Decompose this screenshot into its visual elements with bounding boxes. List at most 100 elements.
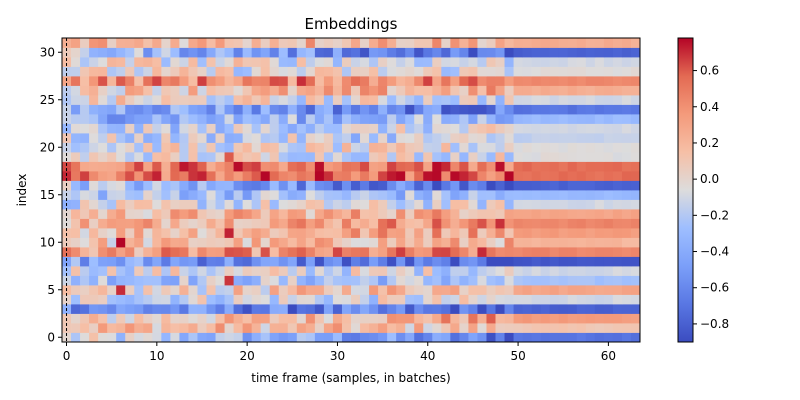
heatmap-cell (396, 133, 406, 143)
heatmap-cell (116, 161, 126, 172)
heatmap-cell (495, 313, 505, 324)
heatmap-cell (305, 152, 316, 162)
heatmap-cell (387, 199, 397, 210)
heatmap-cell (585, 152, 596, 162)
heatmap-cell (125, 323, 135, 333)
heatmap-cell (360, 161, 370, 172)
heatmap-cell (269, 152, 280, 162)
heatmap-cell (486, 332, 496, 343)
heatmap-cell (71, 38, 81, 48)
heatmap-cell (441, 180, 451, 191)
heatmap-cell (387, 76, 397, 86)
heatmap-cell (206, 104, 216, 115)
heatmap-cell (567, 104, 578, 115)
heatmap-cell (107, 142, 117, 153)
heatmap-cell (242, 199, 253, 210)
heatmap-cell (585, 133, 596, 143)
heatmap-cell (305, 256, 316, 267)
heatmap-cell (206, 180, 216, 191)
heatmap-cell (116, 247, 126, 257)
heatmap-cell (251, 152, 262, 162)
heatmap-cell (621, 247, 632, 257)
heatmap-cell (621, 190, 632, 200)
heatmap-cell (179, 161, 189, 172)
heatmap-cell (549, 142, 560, 153)
heatmap-cell (161, 228, 171, 238)
heatmap-cell (405, 256, 415, 267)
heatmap-cell (369, 313, 379, 324)
heatmap-cell (369, 237, 379, 248)
heatmap-cell (296, 285, 307, 295)
heatmap-cell (576, 199, 587, 210)
heatmap-cell (296, 152, 307, 162)
heatmap-cell (287, 95, 298, 105)
heatmap-cell (332, 228, 343, 238)
heatmap-cell (513, 180, 523, 191)
heatmap-cell (134, 199, 144, 210)
heatmap-cell (161, 199, 171, 210)
heatmap-cell (369, 190, 379, 200)
heatmap-cell (242, 180, 253, 191)
heatmap-cell (414, 161, 424, 172)
heatmap-cell (351, 47, 361, 58)
heatmap-cell (612, 332, 623, 343)
heatmap-cell (170, 266, 180, 276)
heatmap-cell (125, 95, 135, 105)
heatmap-cell (567, 57, 578, 67)
heatmap-cell (125, 247, 135, 257)
heatmap-cell (251, 256, 262, 267)
heatmap-cell (558, 85, 569, 96)
heatmap-cell (549, 76, 560, 86)
heatmap-cell (170, 228, 180, 238)
heatmap-cell (152, 228, 162, 238)
heatmap-cell (125, 313, 135, 324)
heatmap-cell (161, 57, 171, 67)
heatmap-cell (558, 57, 569, 67)
heatmap-cell (486, 275, 496, 286)
heatmap-cell (98, 199, 108, 210)
heatmap-cell (206, 323, 216, 333)
heatmap-cell (351, 332, 361, 343)
heatmap-cell (495, 47, 505, 58)
heatmap-cell (251, 142, 262, 153)
heatmap-cell (612, 266, 623, 276)
heatmap-cell (459, 161, 469, 172)
heatmap-cell (621, 161, 632, 172)
heatmap-cell (215, 66, 225, 77)
heatmap-cell (630, 237, 641, 248)
heatmap-cell (242, 57, 253, 67)
heatmap-cell (143, 142, 153, 153)
heatmap-cell (125, 104, 135, 115)
heatmap-cell (612, 190, 623, 200)
heatmap-cell (432, 247, 442, 257)
heatmap-cell (486, 66, 496, 77)
heatmap-cell (531, 161, 542, 172)
heatmap-cell (540, 209, 551, 219)
heatmap-cell (80, 218, 90, 229)
heatmap-cell (323, 285, 334, 295)
heatmap-cell (621, 47, 632, 58)
heatmap-cell (161, 95, 171, 105)
heatmap-cell (188, 209, 198, 219)
heatmap-cell (495, 104, 505, 115)
heatmap-cell (387, 247, 397, 257)
heatmap-cell (630, 323, 641, 333)
heatmap-cell (351, 228, 361, 238)
heatmap-cell (71, 294, 81, 305)
y-tick-label: 30 (40, 45, 55, 59)
heatmap-cell (152, 76, 162, 86)
heatmap-cell (513, 285, 523, 295)
heatmap-cell (233, 161, 244, 172)
heatmap-cell (143, 171, 153, 181)
heatmap-cell (161, 114, 171, 124)
heatmap-cell (396, 38, 406, 48)
heatmap-cell (396, 275, 406, 286)
heatmap-cell (170, 294, 180, 305)
heatmap-cell (116, 95, 126, 105)
heatmap-cell (107, 123, 117, 134)
heatmap-cell (549, 256, 560, 267)
heatmap-cell (233, 190, 244, 200)
heatmap-cell (459, 247, 469, 257)
heatmap-cell (378, 152, 388, 162)
heatmap-cell (585, 256, 596, 267)
